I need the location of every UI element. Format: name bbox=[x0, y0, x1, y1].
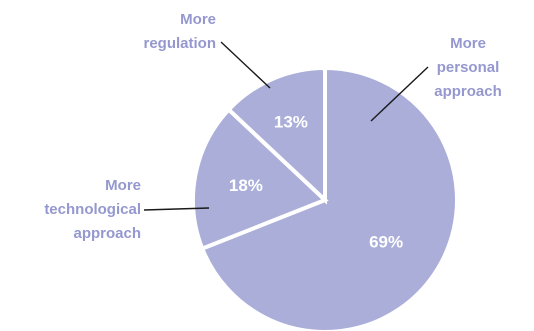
category-label-line: personal bbox=[437, 59, 500, 76]
category-label-line: More bbox=[180, 11, 216, 28]
leader-line bbox=[143, 207, 210, 211]
leader-lines bbox=[143, 41, 429, 211]
slice-category-label: More technological approach bbox=[44, 177, 141, 242]
slice-category-label: More personal approach bbox=[434, 35, 502, 100]
slice-category-label: More regulation bbox=[143, 11, 216, 52]
category-label-line: approach bbox=[434, 83, 502, 100]
category-label-line: More bbox=[105, 177, 141, 194]
pie-slices bbox=[191, 65, 459, 331]
pie-slice-1 bbox=[191, 106, 329, 252]
leader-line bbox=[370, 66, 429, 122]
percent-labels: 69% 18% 13% bbox=[229, 112, 403, 251]
leader-line bbox=[220, 41, 271, 89]
pie-slice-0 bbox=[199, 65, 459, 331]
slice-percent-label: 13% bbox=[274, 112, 308, 131]
category-label-line: More bbox=[450, 35, 486, 52]
category-label-line: regulation bbox=[143, 35, 216, 52]
pie-slice-2 bbox=[225, 65, 327, 205]
category-label-line: approach bbox=[73, 225, 141, 242]
slice-percent-label: 18% bbox=[229, 176, 263, 195]
category-label-line: technological bbox=[44, 201, 141, 218]
slice-percent-label: 69% bbox=[369, 233, 403, 252]
category-labels: More personal approach More technological app… bbox=[44, 11, 501, 242]
